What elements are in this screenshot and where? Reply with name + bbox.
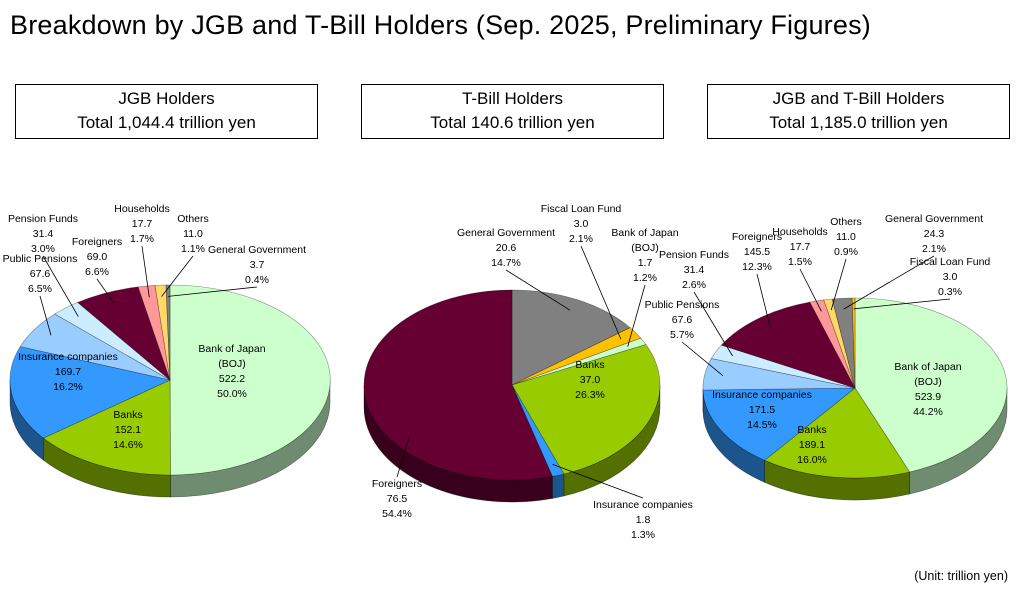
pie-slice-general-government <box>165 284 171 381</box>
leader-line-pension-funds <box>693 291 733 357</box>
jgb-holders-header-box: JGB Holders Total 1,044.4 trillion yen <box>15 84 318 139</box>
slice-label-banks: Banks 189.1 16.0% <box>797 424 827 466</box>
slice-label-general-government: General Government 20.6 14.7% <box>457 227 555 269</box>
slice-label-foreigners: Foreigners 69.0 6.6% <box>72 236 122 278</box>
pie-slice-insurance-companies <box>511 384 565 477</box>
pie-slice-pension-funds <box>54 302 171 381</box>
slice-label-general-government: General Government 24.3 2.1% <box>885 213 983 255</box>
slice-label-others: Others 11.0 1.1% <box>177 213 209 255</box>
slice-label-insurance-companies: Insurance companies 169.7 16.2% <box>18 351 118 393</box>
tbill-holders-total: Total 140.6 trillion yen <box>430 113 595 132</box>
leader-line-pension-funds <box>42 255 79 317</box>
pie-chart-t-bill-holders: General Government 20.6 14.7%Fiscal Loan F… <box>363 203 693 541</box>
leader-line-general-government <box>505 269 571 311</box>
slice-label-fiscal-loan-fund: Fiscal Loan Fund 3.0 2.1% <box>541 203 622 245</box>
leader-line-households <box>141 245 150 298</box>
slice-label-public-pensions: Public Pensions 67.6 5.7% <box>645 299 720 341</box>
leader-line-fiscal-loan-fund <box>580 245 622 340</box>
jgb-and-tbill-holders-header-box: JGB and T-Bill Holders Total 1,185.0 tri… <box>707 84 1010 139</box>
pie-slice-others <box>154 284 171 381</box>
pie-slice-bank-of-japan-boj <box>854 297 1008 473</box>
pie-slice-public-pensions <box>19 313 171 381</box>
pie-slice-banks <box>42 379 171 476</box>
leader-line-general-government <box>168 286 258 297</box>
slice-label-others: Others 11.0 0.9% <box>830 216 862 258</box>
pie-slice-insurance-companies <box>9 346 171 439</box>
pie-slice-fiscal-loan-fund <box>511 327 642 386</box>
leader-line-foreigners <box>96 278 115 304</box>
jgb-and-tbill-holders-total: Total 1,185.0 trillion yen <box>769 113 948 132</box>
pie-slice-foreigners <box>720 301 856 389</box>
pie-slice-public-pensions <box>702 358 856 391</box>
jgb-holders-total: Total 1,044.4 trillion yen <box>77 113 256 132</box>
pie-slice-bank-of-japan-boj <box>169 284 331 476</box>
pie-slice-pension-funds <box>710 344 856 389</box>
slice-label-pension-funds: Pension Funds 31.4 2.6% <box>659 249 729 291</box>
slice-label-foreigners: Foreigners 145.5 12.3% <box>732 231 782 273</box>
slice-label-banks: Banks 152.1 14.6% <box>113 409 143 451</box>
slice-label-bank-of-japan-boj: Bank of Japan (BOJ) 1.7 1.2% <box>611 227 678 284</box>
leader-line-fiscal-loan-fund <box>853 298 951 310</box>
pie-slice-households <box>809 299 856 389</box>
unit-note: (Unit: trillion yen) <box>914 569 1008 583</box>
slice-label-public-pensions: Public Pensions 67.6 6.5% <box>3 253 78 295</box>
tbill-holders-title: T-Bill Holders <box>461 89 564 108</box>
pie-slice-others <box>823 298 856 389</box>
pie-slice-households <box>137 285 171 381</box>
pie-slice-general-government <box>511 289 631 386</box>
leader-line-bank-of-japan-boj <box>627 284 646 347</box>
leader-line-foreigners <box>756 273 771 327</box>
pie-chart-jgb-and-t-bill-holders: Bank of Japan (BOJ) 523.9 44.2% Banks 189.1 16… <box>645 213 1008 501</box>
pie-slice-side-insurance-companies <box>552 473 565 499</box>
leader-line-public-pensions <box>39 295 52 336</box>
pie-slice-banks <box>511 344 661 475</box>
slice-label-fiscal-loan-fund: Fiscal Loan Fund 3.0 0.3% <box>910 256 991 298</box>
slice-label-bank-of-japan-boj: Bank of Japan (BOJ) 522.2 50.0% <box>198 343 265 400</box>
slice-label-bank-of-japan-boj: Bank of Japan (BOJ) 523.9 44.2% <box>894 361 961 418</box>
slice-label-pension-funds: Pension Funds 31.4 3.0% <box>8 213 78 255</box>
page-title: Breakdown by JGB and T-Bill Holders (Sep… <box>10 10 871 40</box>
pie-slice-side-foreigners <box>363 384 553 503</box>
slice-label-households: Households 17.7 1.7% <box>114 203 169 245</box>
leader-line-others <box>161 255 194 297</box>
leader-line-others <box>830 258 847 311</box>
pie-slice-banks <box>764 387 911 479</box>
slice-label-general-government: General Government 3.7 0.4% <box>208 244 306 286</box>
slice-label-insurance-companies: Insurance companies 171.5 14.5% <box>712 389 812 431</box>
pie-chart-jgb-holders: Bank of Japan (BOJ) 522.2 50.0% Banks 152.1 14… <box>3 203 331 498</box>
pie-slice-bank-of-japan-boj <box>511 337 647 386</box>
jgb-holders-title: JGB Holders <box>118 89 215 108</box>
jgb-and-tbill-holders-title: JGB and T-Bill Holders <box>772 89 945 108</box>
slice-label-insurance-companies: Insurance companies 1.8 1.3% <box>593 499 693 541</box>
pie-slice-insurance-companies <box>702 387 856 461</box>
leader-line-general-government <box>843 255 935 310</box>
slice-label-households: Households 17.7 1.5% <box>772 226 827 268</box>
slice-label-banks: Banks 37.0 26.3% <box>575 359 605 401</box>
pie-slice-foreigners <box>363 289 553 481</box>
tbill-holders-header-box: T-Bill Holders Total 140.6 trillion yen <box>361 84 664 139</box>
leader-line-insurance-companies <box>552 464 644 499</box>
pie-charts-canvas: Bank of Japan (BOJ) 522.2 50.0% Banks 152.1 14… <box>3 203 1008 541</box>
leader-line-public-pensions <box>681 341 724 377</box>
leader-line-foreigners <box>396 436 410 478</box>
pie-slice-general-government <box>831 297 856 389</box>
leader-line-households <box>799 268 822 312</box>
slice-label-foreigners: Foreigners 76.5 54.4% <box>372 478 422 520</box>
pie-slice-fiscal-loan-fund <box>851 297 856 389</box>
